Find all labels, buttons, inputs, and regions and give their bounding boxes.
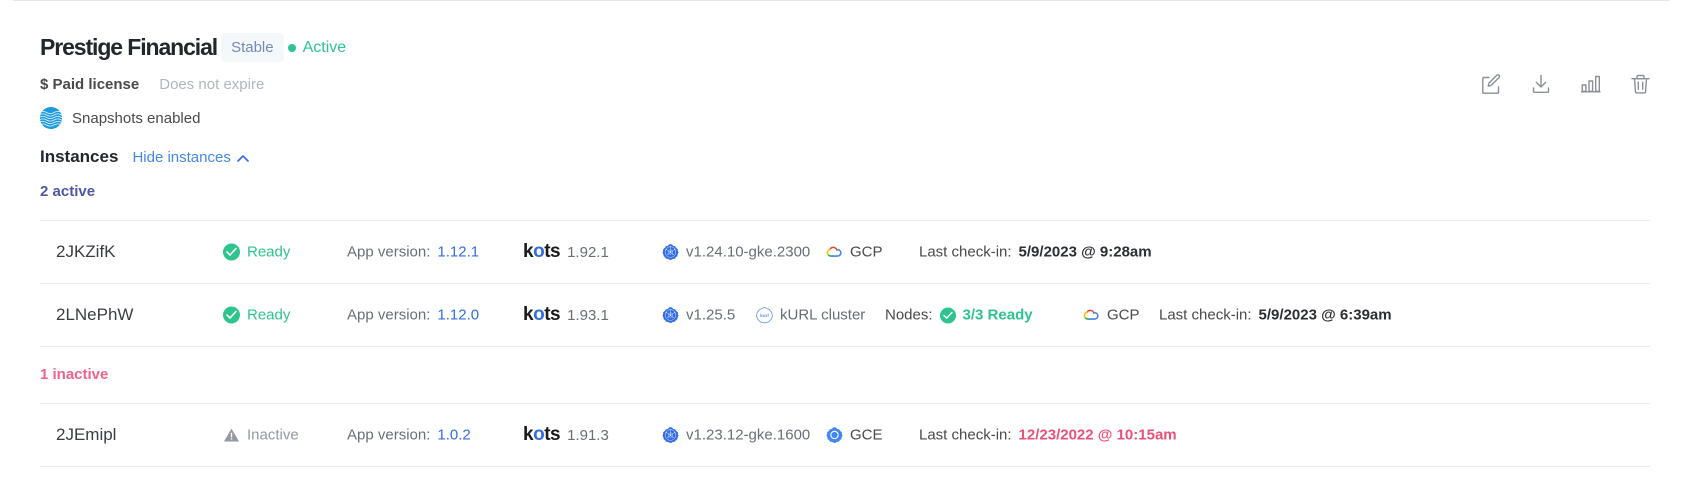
svg-text:kurl: kurl	[760, 313, 769, 319]
